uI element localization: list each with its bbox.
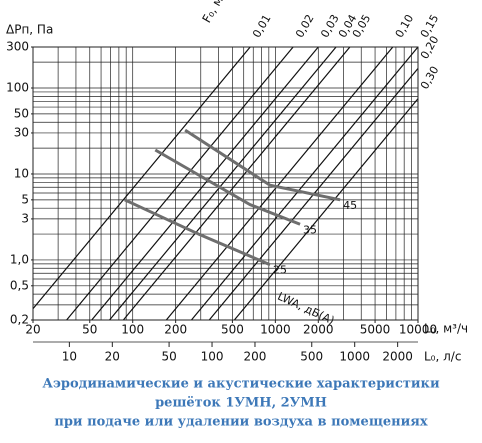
plot bbox=[33, 47, 418, 320]
y-tick-label: 10 bbox=[14, 166, 29, 180]
y-tick-label: 3 bbox=[21, 211, 29, 225]
area-line bbox=[33, 47, 251, 310]
area-line bbox=[233, 97, 418, 320]
area-line bbox=[208, 67, 418, 320]
y-tick-label: 30 bbox=[14, 125, 29, 139]
area-line-label: 0,02 bbox=[293, 12, 317, 40]
title-line: решёток 1УМН, 2УМН bbox=[155, 396, 327, 411]
x2-tick-label: 10 bbox=[62, 350, 77, 364]
x-tick-label: 10000 bbox=[399, 323, 437, 337]
plot-frame bbox=[32, 46, 419, 321]
x2-tick-label: 2000 bbox=[382, 350, 413, 364]
y-tick-label: 5 bbox=[21, 192, 29, 206]
noise-line-label: 45 bbox=[343, 199, 357, 212]
x-tick-label: 100 bbox=[121, 323, 144, 337]
area-line bbox=[66, 47, 294, 320]
y-axis-label: ΔPп, Па bbox=[6, 23, 53, 37]
area-line-label: 0,10 bbox=[393, 12, 417, 40]
title-line: при подаче или удалении воздуха в помеще… bbox=[54, 415, 428, 430]
x-tick-label: 200 bbox=[164, 323, 187, 337]
y-tick-label: 0,2 bbox=[10, 313, 29, 327]
x-tick-label: 5000 bbox=[360, 323, 391, 337]
area-line bbox=[122, 47, 351, 320]
x-tick-label: 2000 bbox=[303, 323, 334, 337]
y-tick-label: 0,5 bbox=[10, 278, 29, 292]
x-axis-label: L₀, м³/ч bbox=[424, 322, 468, 336]
x-tick-label: 1000 bbox=[260, 323, 291, 337]
area-line-label: 0,20 bbox=[418, 34, 442, 62]
noise-line bbox=[154, 148, 301, 226]
x2-tick-label: 500 bbox=[300, 350, 323, 364]
area-line-label: 0,01 bbox=[250, 12, 274, 40]
area-line-label: 0,30 bbox=[418, 64, 442, 92]
x2-tick-label: 100 bbox=[201, 350, 224, 364]
area-label: F₀, м² bbox=[200, 0, 229, 25]
y-tick-label: 1,0 bbox=[10, 252, 29, 266]
noise-line-label: 35 bbox=[303, 223, 317, 236]
x-tick-label: 50 bbox=[82, 323, 97, 337]
x2-tick-label: 200 bbox=[244, 350, 267, 364]
x2-tick-label: 20 bbox=[105, 350, 120, 364]
x2-axis-label: L₀, л/с bbox=[424, 350, 461, 364]
x2-tick-label: 50 bbox=[161, 350, 176, 364]
y-tick-label: 50 bbox=[14, 106, 29, 120]
area-line bbox=[91, 47, 319, 320]
x2-tick-label: 1000 bbox=[339, 350, 370, 364]
noise-line-label: 25 bbox=[273, 264, 287, 277]
y-tick-label: 300 bbox=[6, 40, 29, 54]
area-line bbox=[165, 47, 394, 320]
noise-line bbox=[184, 128, 341, 202]
noise-line bbox=[124, 198, 271, 267]
title-line: Аэродинамические и акустические характер… bbox=[42, 377, 440, 392]
y-tick-label: 100 bbox=[6, 81, 29, 95]
x-tick-label: 20 bbox=[25, 323, 40, 337]
area-line bbox=[109, 47, 337, 320]
x-tick-label: 500 bbox=[221, 323, 244, 337]
area-line bbox=[190, 47, 418, 320]
